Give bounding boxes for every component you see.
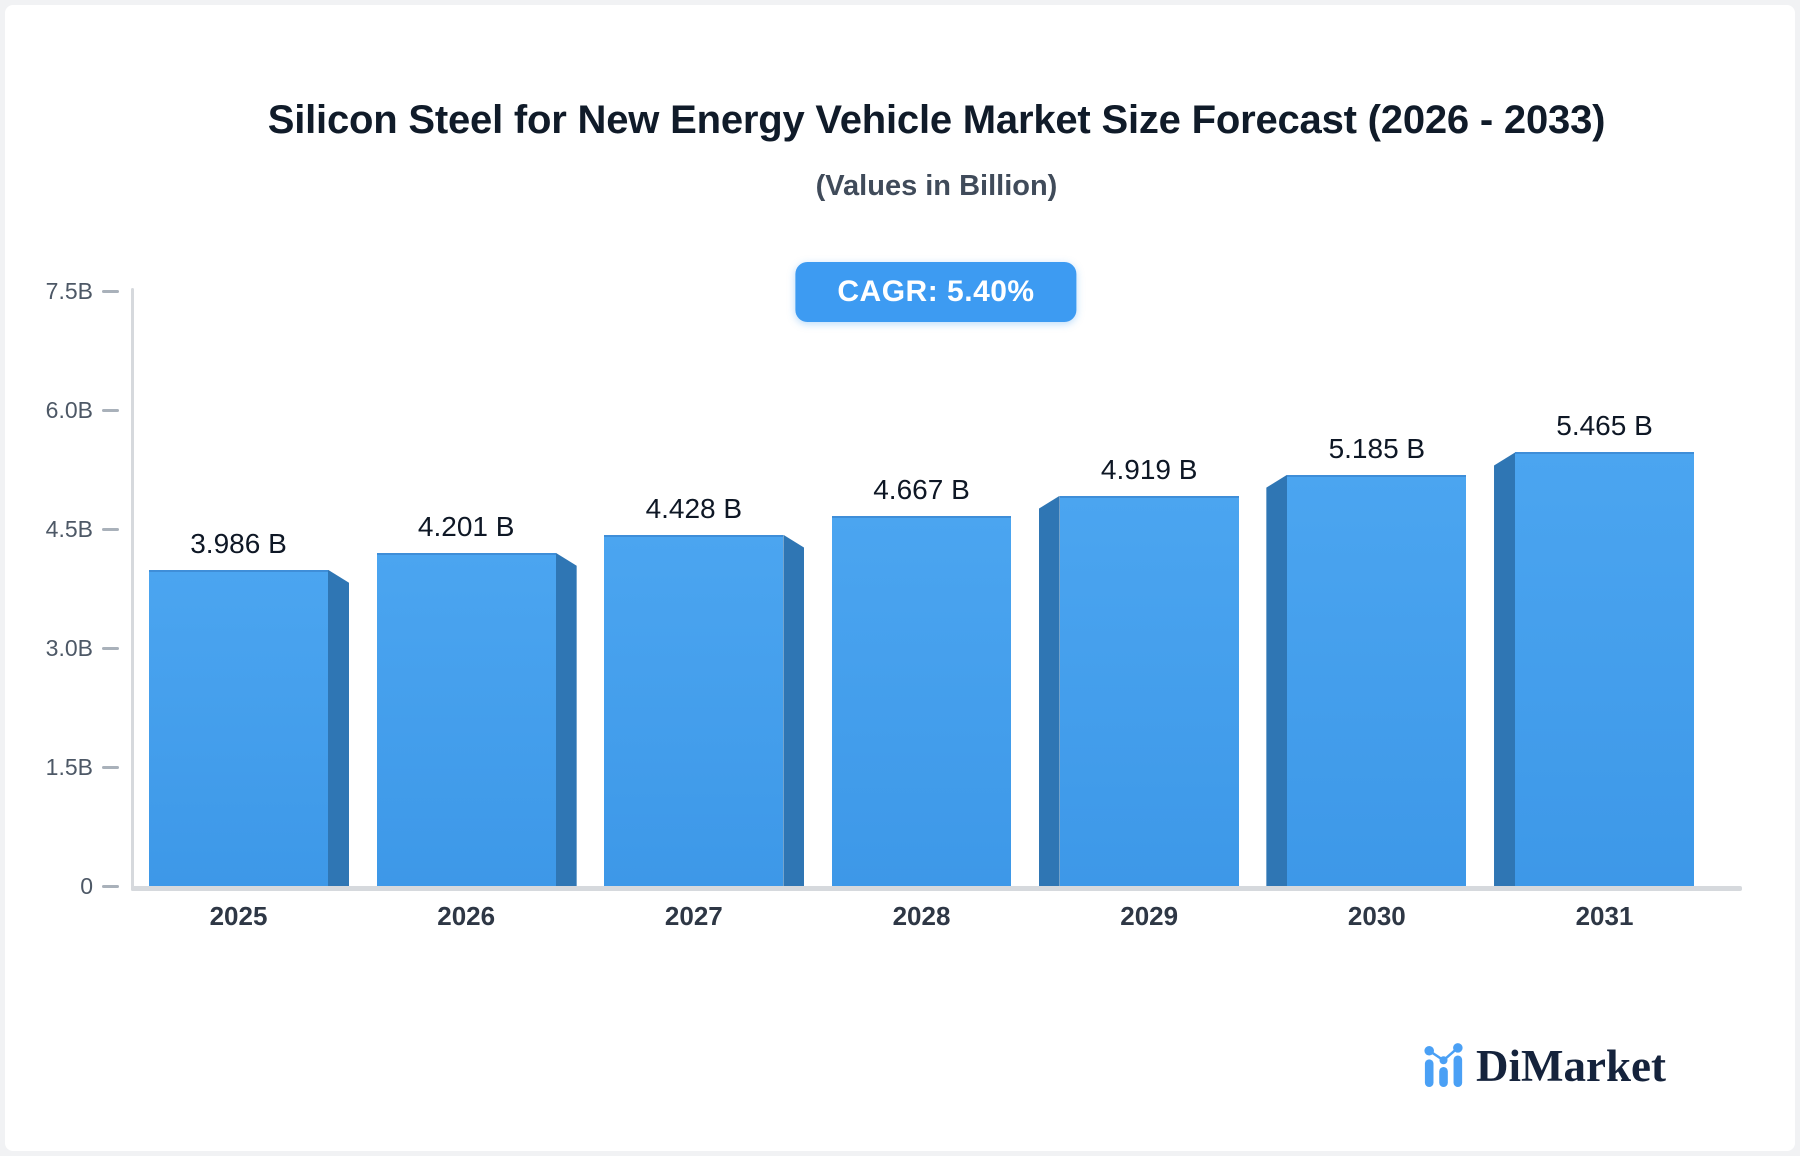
bar-value-label: 3.986 B [190,527,287,559]
bar-value-label: 4.201 B [417,510,515,542]
chart-subtitle: (Values in Billion) [815,170,1058,202]
y-tick-dash [102,289,119,293]
chart-title: Silicon Steel for New Energy Vehicle Mar… [267,98,1606,142]
y-tick-label: 7.5B [45,278,93,304]
y-tick-dash [102,646,119,650]
x-axis-year-label: 2025 [209,901,268,931]
brand-logo: DiMarket [1423,1042,1666,1090]
bar-side-face [1266,474,1288,886]
bar-side-face [1494,452,1516,886]
y-tick-dash [102,408,119,412]
bar-value-label: 4.919 B [1100,453,1198,485]
x-axis-baseline [131,886,1742,891]
cagr-label: CAGR: 5.40% [837,275,1035,308]
bar-value-label: 5.185 B [1328,432,1426,464]
y-axis-line [131,288,134,891]
y-tick-label: 1.5B [45,754,93,780]
brand-name: DiMarket [1476,1041,1666,1091]
y-tick-label: 0 [80,873,93,899]
x-axis-year-label: 2031 [1575,901,1634,931]
y-tick-dash [102,527,119,531]
bar-side-face [555,552,577,886]
bar-side-face [783,534,805,886]
bar-side-face [328,569,349,886]
bar-value-label: 4.667 B [873,473,970,505]
bar [1515,452,1695,886]
bar [376,552,556,886]
y-tick-dash [102,884,119,888]
bar [832,515,1011,886]
y-tick-label: 3.0B [45,635,93,661]
bar [149,569,328,886]
y-tick-label: 4.5B [45,516,93,542]
y-tick-label: 6.0B [45,397,93,423]
bar-value-label: 5.465 B [1556,410,1653,442]
x-axis-year-label: 2028 [892,901,951,931]
y-tick-dash [102,765,119,769]
x-axis-year-label: 2027 [664,901,723,931]
bar-value-label: 4.428 B [645,492,743,524]
x-axis-year-label: 2026 [437,901,496,931]
bar [1059,495,1239,886]
x-axis-year-label: 2030 [1347,901,1406,931]
bar-side-face [1038,495,1060,886]
bar [604,534,784,886]
bar-chart-dots-icon [1424,1043,1463,1087]
x-axis-year-label: 2029 [1120,901,1179,931]
bar [1287,474,1467,886]
cagr-badge: CAGR: 5.40% [795,262,1077,322]
